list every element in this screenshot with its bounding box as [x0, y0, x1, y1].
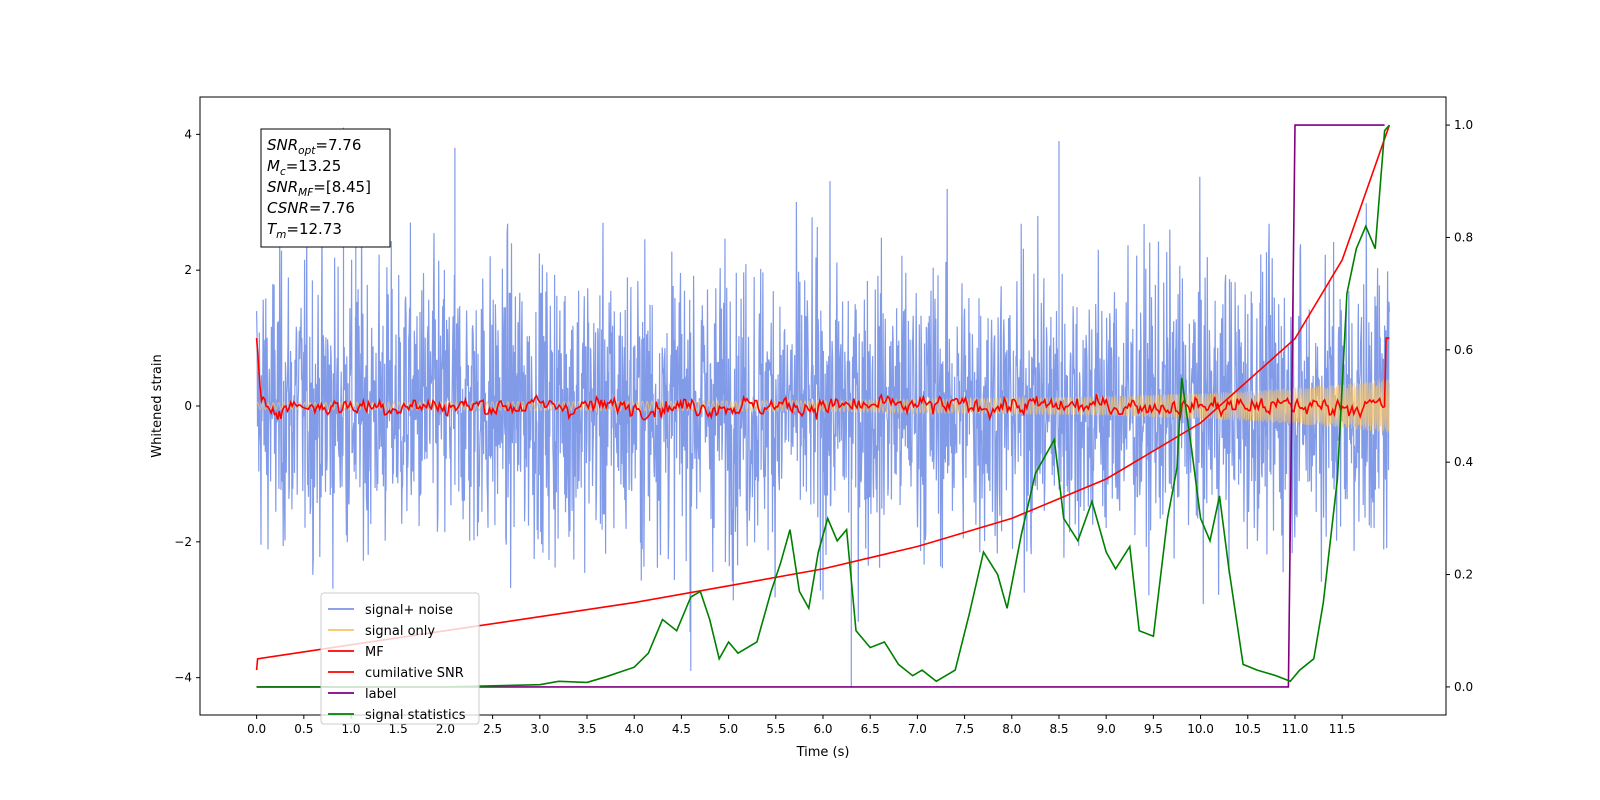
x-tick-label: 4.5	[672, 722, 691, 736]
legend: signal+ noise signal only MF cumilative SNR…	[320, 592, 480, 725]
legend-label: MF	[365, 645, 384, 660]
series-signal-statistics	[256, 124, 1391, 688]
legend-label: cumilative SNR	[365, 666, 464, 681]
legend-label: signal only	[365, 624, 435, 639]
x-tick-label: 7.0	[908, 722, 927, 736]
x-tick-label: 11.0	[1282, 722, 1309, 736]
stat-line: Mc=13.25	[267, 157, 341, 178]
x-tick-label: 7.5	[955, 722, 974, 736]
y2-tick-label: 0.4	[1454, 455, 1473, 469]
x-tick-label: 5.0	[719, 722, 738, 736]
y-tick-label: −4	[174, 671, 192, 685]
y-tick-label: 0	[184, 399, 192, 413]
x-tick-label: 3.0	[530, 722, 549, 736]
x-tick-label: 1.5	[389, 722, 408, 736]
stat-line: Tm=12.73	[267, 220, 342, 241]
stat-line: SNRopt=7.76	[267, 136, 361, 157]
legend-item: signal only	[328, 624, 435, 639]
y2-tick-label: 0.2	[1454, 568, 1473, 582]
series-signal-only	[256, 379, 1390, 433]
x-axis-label: Time (s)	[796, 745, 850, 760]
x-tick-label: 0.5	[294, 722, 313, 736]
x-tick-label: 2.5	[483, 722, 502, 736]
y-tick-label: 4	[184, 127, 192, 141]
series-label	[256, 124, 1385, 688]
series-mf	[255, 337, 1390, 422]
x-tick-label: 9.5	[1144, 722, 1163, 736]
stat-line: CSNR=7.76	[267, 199, 355, 217]
x-tick-label: 2.0	[436, 722, 455, 736]
y-axis-left: 4 2 0 −2 −4	[174, 127, 200, 685]
x-tick-label: 10.0	[1187, 722, 1214, 736]
y-axis-right: 1.0 0.8 0.6 0.4 0.2 0.0	[1446, 118, 1473, 694]
x-tick-label: 8.5	[1049, 722, 1068, 736]
legend-item: signal+ noise	[328, 603, 453, 618]
legend-label: signal+ noise	[365, 603, 453, 618]
x-tick-label: 4.0	[625, 722, 644, 736]
y-axis-label: Whitened strain	[150, 354, 165, 457]
x-tick-label: 6.0	[813, 722, 832, 736]
stats-box: SNRopt=7.76Mc=13.25SNRMF=[8.45]CSNR=7.76…	[260, 128, 391, 248]
y2-tick-label: 0.6	[1454, 343, 1473, 357]
x-tick-label: 9.0	[1097, 722, 1116, 736]
x-tick-label: 3.5	[577, 722, 596, 736]
y2-tick-label: 0.8	[1454, 230, 1473, 244]
x-axis: 0.0 0.5 1.0 1.5 2.0 2.5 3.0 3.5 4.0 4.5 5.0 5.5 6.0 6…	[247, 715, 1356, 736]
x-tick-label: 1.0	[341, 722, 360, 736]
legend-item: signal statistics	[328, 708, 466, 723]
y2-tick-label: 1.0	[1454, 118, 1473, 132]
series-signal-noise	[256, 127, 1390, 688]
legend-item: MF	[328, 645, 384, 660]
legend-item: cumilative SNR	[328, 666, 464, 681]
x-tick-label: 0.0	[247, 722, 266, 736]
x-tick-label: 10.5	[1234, 722, 1261, 736]
y-tick-label: 2	[184, 263, 192, 277]
legend-label: label	[365, 687, 396, 702]
legend-label: signal statistics	[365, 708, 466, 723]
x-tick-label: 11.5	[1329, 722, 1356, 736]
x-tick-label: 8.0	[1002, 722, 1021, 736]
x-tick-label: 6.5	[861, 722, 880, 736]
y-tick-label: −2	[174, 535, 192, 549]
stat-line: SNRMF=[8.45]	[267, 178, 371, 199]
legend-item: label	[328, 687, 396, 702]
x-tick-label: 5.5	[766, 722, 785, 736]
y2-tick-label: 0.0	[1454, 680, 1473, 694]
